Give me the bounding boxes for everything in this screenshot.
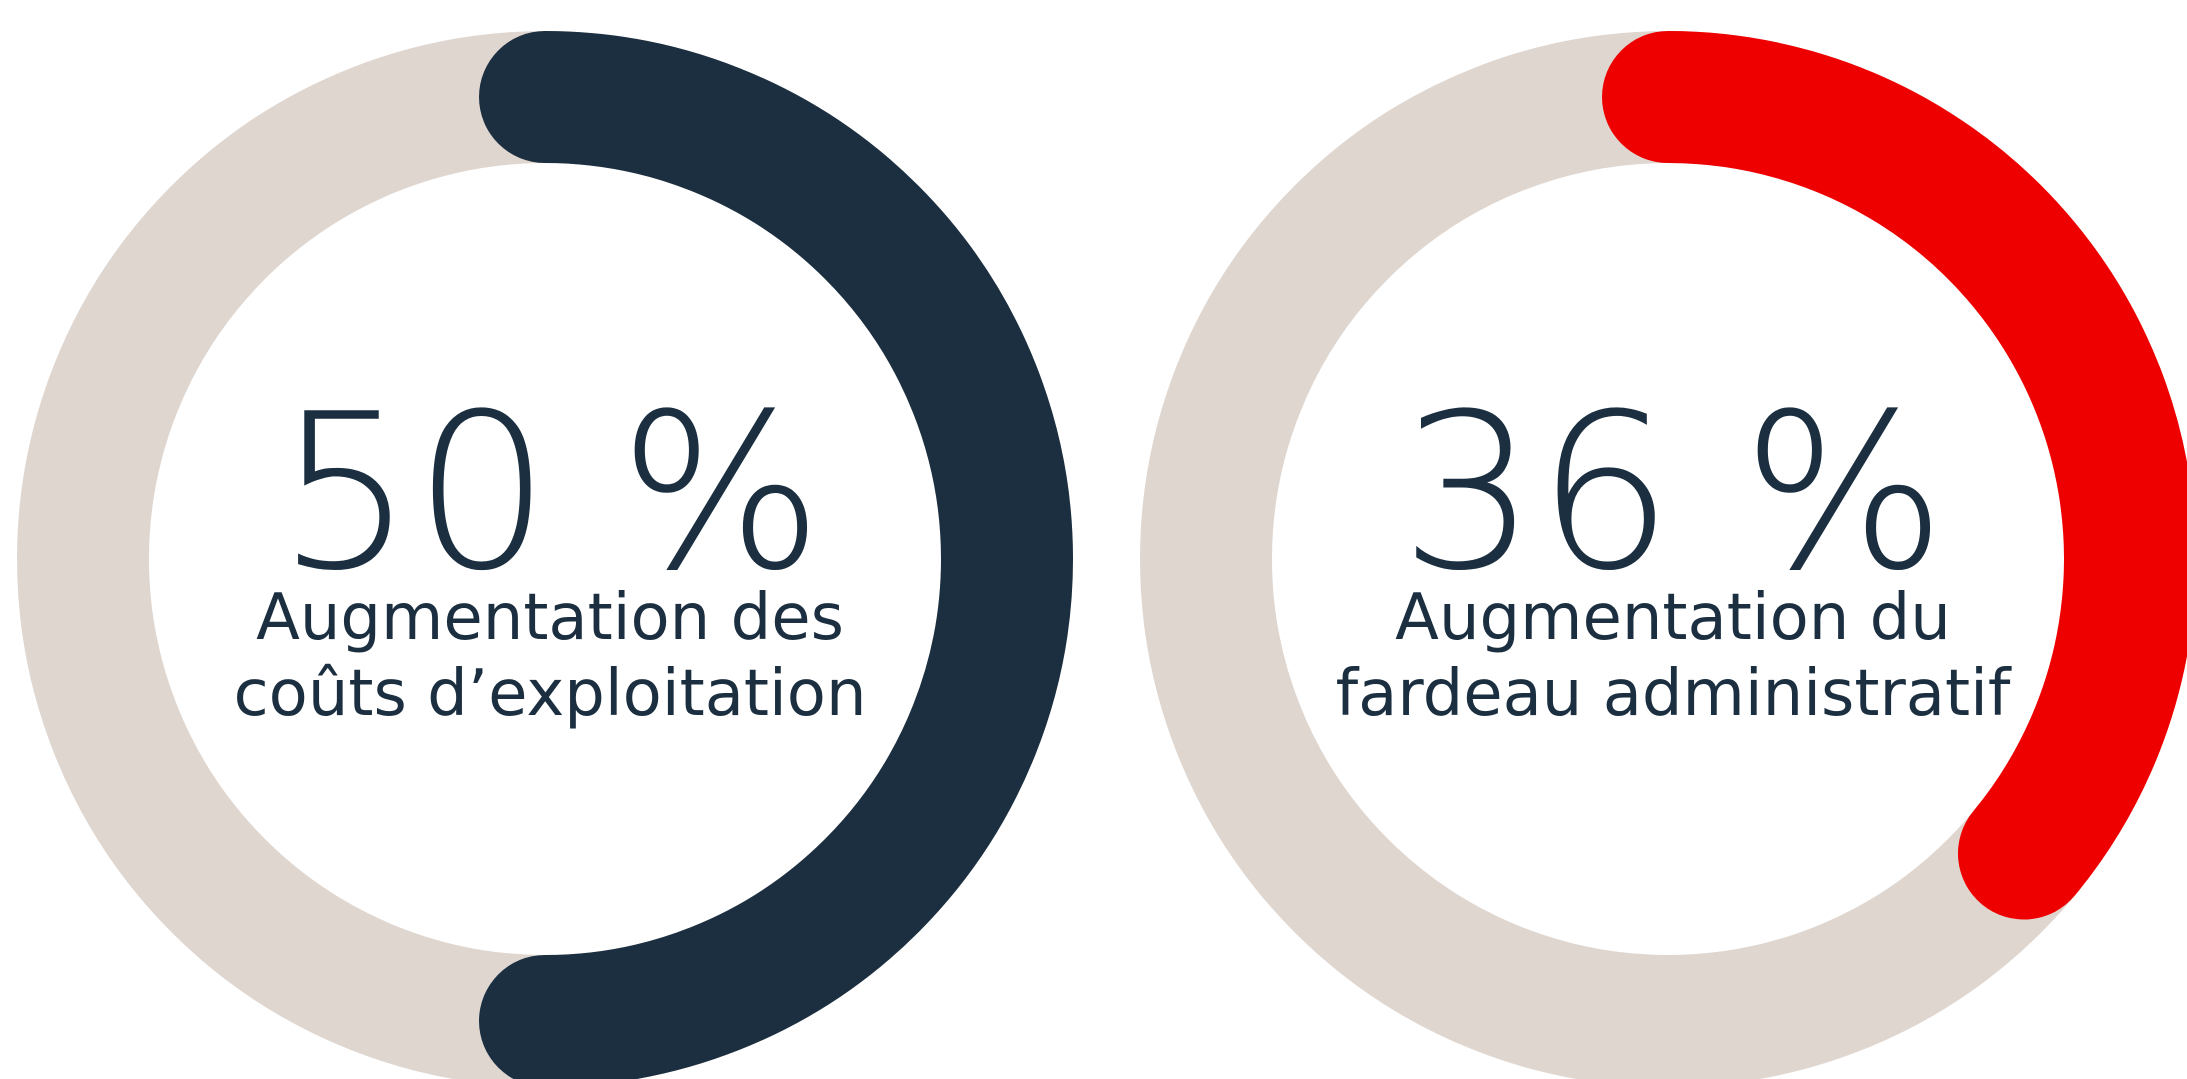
donut-arc	[479, 31, 1073, 1079]
donut-arc	[1602, 31, 2187, 920]
caption: Augmentation des	[256, 581, 844, 655]
value-label: 50 %	[277, 367, 823, 618]
value-label: 36 %	[1400, 367, 1946, 618]
caption: fardeau administratif	[1336, 657, 2012, 731]
caption: Augmentation du	[1395, 581, 1951, 655]
caption: coûts d’exploitation	[233, 657, 866, 731]
